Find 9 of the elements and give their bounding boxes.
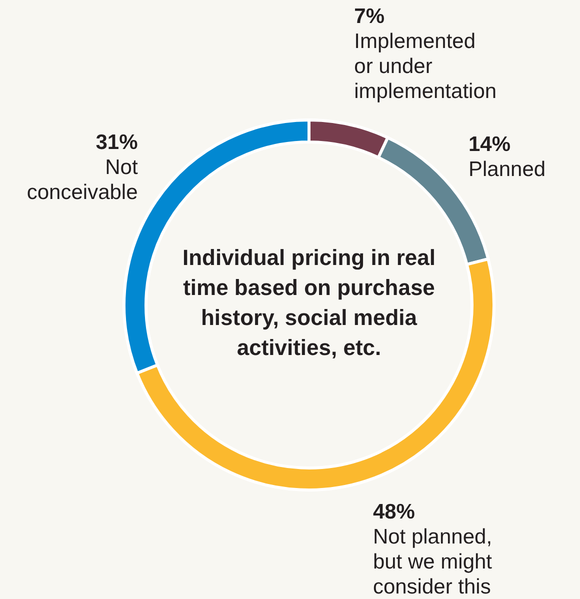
data-label: 7% xyxy=(354,5,385,28)
data-label: 48% xyxy=(372,500,416,524)
slice-label: Planned xyxy=(468,158,546,182)
slice-label: Not conceivable xyxy=(26,156,138,204)
slice-label: Implemented or under implementation xyxy=(354,30,497,104)
slice-label: Not planned, but we might consider this xyxy=(372,525,492,598)
data-label: 31% xyxy=(96,131,138,154)
data-label: 14% xyxy=(468,133,511,156)
text: Individual pricing in real time based on purchase history, social media activities, etc. xyxy=(181,244,437,362)
